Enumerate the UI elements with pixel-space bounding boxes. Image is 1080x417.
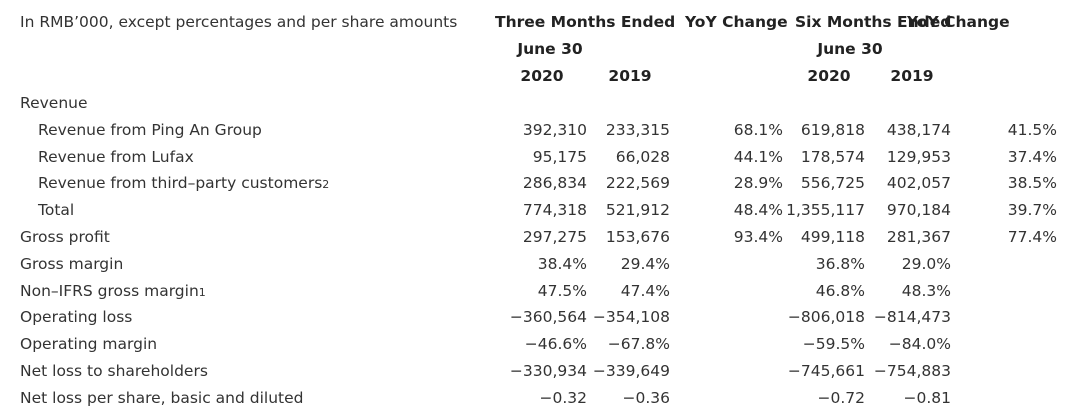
cell: 77.4% xyxy=(1007,228,1057,246)
cell: 222,569 xyxy=(605,174,670,193)
cell: 48.4% xyxy=(733,201,783,220)
row-label: Operating margin xyxy=(20,335,158,354)
row-label: Total xyxy=(38,201,75,220)
caption: In RMB’000, except percentages and per s… xyxy=(20,13,458,31)
cell: −0.36 xyxy=(622,388,671,407)
cell: 95,175 xyxy=(532,147,587,166)
row-label: Net loss to shareholders xyxy=(20,362,208,380)
cell: 297,275 xyxy=(522,228,587,246)
cell: 46.8% xyxy=(815,281,865,300)
cell: 29.0% xyxy=(901,254,951,273)
cell: 499,118 xyxy=(800,228,865,246)
cell: 281,367 xyxy=(886,228,951,246)
cell: 438,174 xyxy=(886,120,951,139)
cell: −354,108 xyxy=(592,308,670,327)
footnote-ref: 1 xyxy=(198,285,206,299)
group-title: Three Months Ended xyxy=(495,13,676,31)
cell: 774,318 xyxy=(522,201,587,220)
row-label: Revenue from Lufax xyxy=(38,147,194,166)
footnote-ref: 2 xyxy=(322,178,330,192)
cell: 66,028 xyxy=(615,147,670,166)
cell: 93.4% xyxy=(733,228,783,246)
group-subtitle: June 30 xyxy=(817,40,883,58)
cell: 47.5% xyxy=(537,281,587,300)
row-label: Revenue from Ping An Group xyxy=(38,120,262,139)
row-label: Operating loss xyxy=(20,308,133,327)
cell: 37.4% xyxy=(1007,147,1057,166)
cell: 38.4% xyxy=(537,254,587,273)
row-label: Non–IFRS gross margin1 xyxy=(20,281,206,300)
row-label: Revenue xyxy=(20,94,88,112)
row-label: Gross margin xyxy=(20,254,124,273)
cell: 68.1% xyxy=(733,120,783,139)
cell: 392,310 xyxy=(522,120,587,139)
cell: −67.8% xyxy=(607,335,670,354)
cell: −814,473 xyxy=(873,308,951,327)
group-title: YoY Change xyxy=(685,13,788,31)
cell: −754,883 xyxy=(873,362,951,380)
cell: 39.7% xyxy=(1007,201,1057,220)
cell: 48.3% xyxy=(901,281,951,300)
cell: 619,818 xyxy=(800,120,865,139)
year: 2020 xyxy=(520,67,564,85)
row-label: Revenue from third–party customers2 xyxy=(38,174,330,193)
cell: 36.8% xyxy=(815,254,865,273)
cell: −0.72 xyxy=(817,388,866,407)
cell: 233,315 xyxy=(605,120,670,139)
cell: 44.1% xyxy=(733,147,783,166)
cell: 47.4% xyxy=(620,281,670,300)
cell: −0.81 xyxy=(903,388,952,407)
group-title: Six Months Ended xyxy=(795,13,952,31)
cell: 153,676 xyxy=(605,228,670,246)
cell: 556,725 xyxy=(800,174,865,193)
group-subtitle: June 30 xyxy=(517,40,583,58)
row-label: Gross profit xyxy=(20,228,110,246)
cell: 28.9% xyxy=(733,174,783,193)
cell: −84.0% xyxy=(888,335,951,354)
cell: 38.5% xyxy=(1007,174,1057,193)
cell: −806,018 xyxy=(787,308,865,327)
cell: 1,355,117 xyxy=(786,201,865,220)
year: 2019 xyxy=(608,67,652,85)
cell: 29.4% xyxy=(620,254,670,273)
cell: 41.5% xyxy=(1007,120,1057,139)
cell: −0.32 xyxy=(539,388,588,407)
group-title: YoY Change xyxy=(907,13,1010,31)
cell: −360,564 xyxy=(509,308,587,327)
cell: 129,953 xyxy=(886,147,951,166)
cell: 521,912 xyxy=(605,201,670,220)
cell: −59.5% xyxy=(802,335,865,354)
cell: 178,574 xyxy=(800,147,865,166)
cell: −46.6% xyxy=(524,335,587,354)
cell: −330,934 xyxy=(509,362,587,380)
cell: 970,184 xyxy=(886,201,951,220)
year: 2020 xyxy=(807,67,851,85)
year: 2019 xyxy=(890,67,934,85)
cell: 286,834 xyxy=(522,174,587,193)
row-label: Net loss per share, basic and diluted xyxy=(20,388,304,407)
cell: −745,661 xyxy=(787,362,865,380)
cell: 402,057 xyxy=(886,174,951,193)
cell: −339,649 xyxy=(592,362,670,380)
